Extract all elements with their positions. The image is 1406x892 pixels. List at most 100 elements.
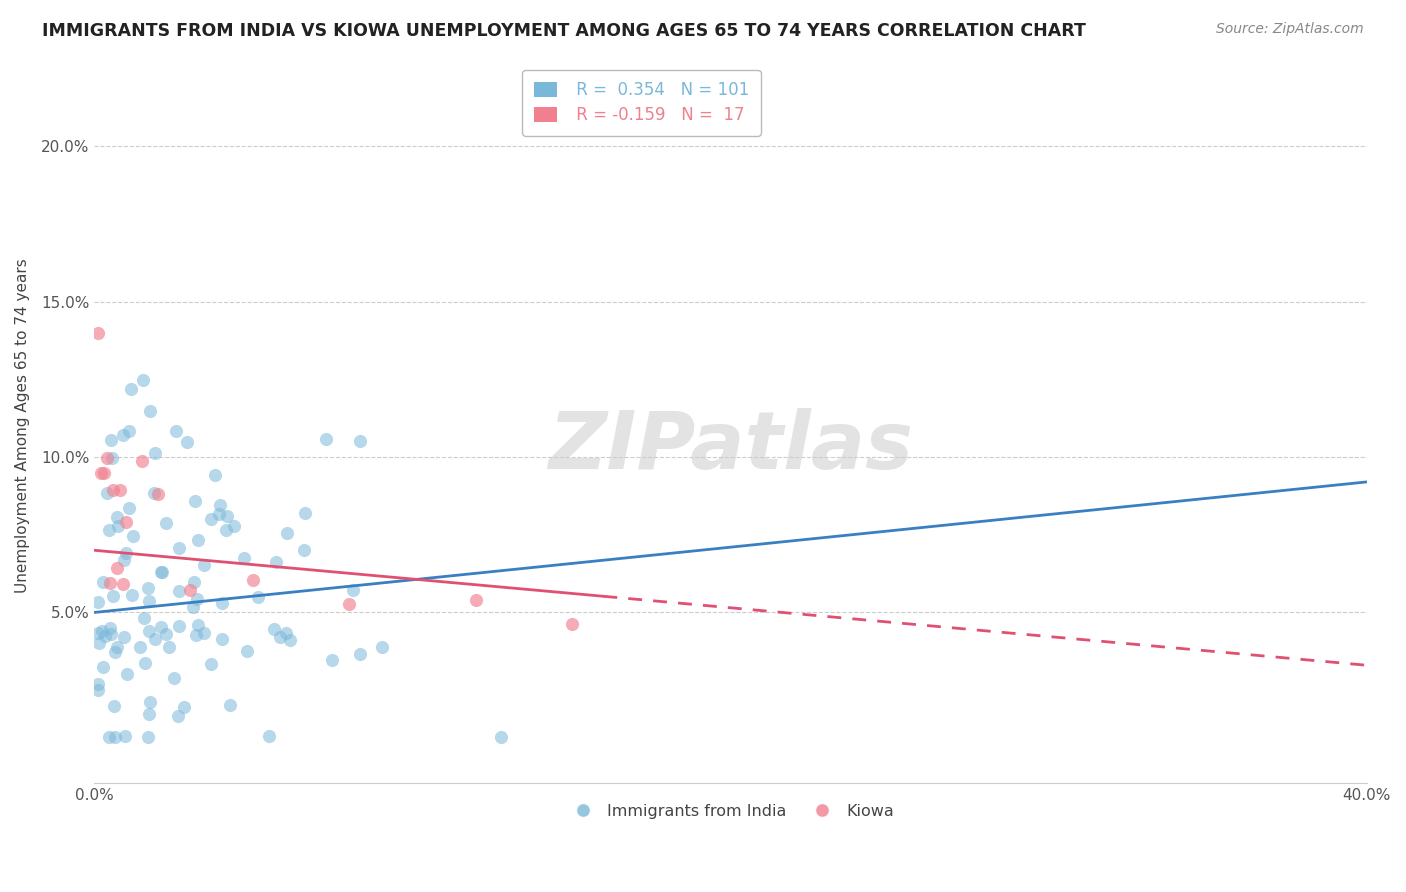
Point — [115, 667, 138, 681]
Point — [134, 656, 156, 670]
Point — [181, 599, 204, 614]
Point — [100, 433, 122, 447]
Point — [107, 519, 129, 533]
Point — [155, 516, 177, 531]
Point — [104, 730, 127, 744]
Point — [115, 515, 138, 529]
Point — [280, 633, 302, 648]
Point — [86, 326, 108, 340]
Point — [165, 425, 187, 439]
Point — [131, 454, 153, 468]
Point — [193, 558, 215, 572]
Point — [208, 498, 231, 512]
Point — [107, 509, 129, 524]
Point — [91, 624, 114, 638]
Point — [163, 672, 186, 686]
Point — [465, 593, 488, 607]
Text: ZIPatlas: ZIPatlas — [548, 409, 912, 486]
Point — [560, 617, 582, 632]
Point — [349, 647, 371, 661]
Point — [179, 582, 201, 597]
Point — [337, 598, 360, 612]
Point — [87, 635, 110, 649]
Point — [86, 595, 108, 609]
Point — [264, 555, 287, 569]
Point — [114, 547, 136, 561]
Point — [233, 550, 256, 565]
Point — [143, 445, 166, 459]
Point — [94, 628, 117, 642]
Point — [276, 625, 298, 640]
Point — [139, 695, 162, 709]
Point — [93, 660, 115, 674]
Point — [292, 542, 315, 557]
Point — [150, 565, 173, 579]
Point — [108, 483, 131, 498]
Point — [120, 382, 142, 396]
Point — [112, 552, 135, 566]
Point — [155, 627, 177, 641]
Point — [103, 483, 125, 497]
Point — [222, 518, 245, 533]
Point — [105, 561, 128, 575]
Point — [187, 533, 209, 548]
Point — [235, 644, 257, 658]
Point — [200, 512, 222, 526]
Point — [138, 594, 160, 608]
Point — [100, 626, 122, 640]
Point — [342, 582, 364, 597]
Point — [211, 632, 233, 646]
Point — [138, 624, 160, 639]
Point — [136, 582, 159, 596]
Point — [118, 424, 141, 438]
Point — [246, 591, 269, 605]
Point — [87, 677, 110, 691]
Point — [142, 486, 165, 500]
Point — [129, 640, 152, 655]
Point — [349, 434, 371, 448]
Point — [294, 506, 316, 520]
Point — [114, 729, 136, 743]
Point — [157, 640, 180, 654]
Point — [86, 683, 108, 698]
Legend: Immigrants from India, Kiowa: Immigrants from India, Kiowa — [561, 797, 900, 825]
Point — [184, 494, 207, 508]
Point — [167, 709, 190, 723]
Point — [114, 630, 136, 644]
Point — [193, 626, 215, 640]
Point — [98, 523, 121, 537]
Point — [105, 640, 128, 654]
Point — [98, 621, 121, 635]
Point — [186, 592, 208, 607]
Point — [97, 730, 120, 744]
Point — [118, 501, 141, 516]
Point — [208, 507, 231, 521]
Point — [276, 525, 298, 540]
Point — [263, 622, 285, 636]
Point — [138, 403, 160, 417]
Point — [91, 574, 114, 589]
Point — [132, 373, 155, 387]
Y-axis label: Unemployment Among Ages 65 to 74 years: Unemployment Among Ages 65 to 74 years — [15, 259, 30, 593]
Point — [184, 628, 207, 642]
Point — [93, 467, 115, 481]
Point — [100, 451, 122, 466]
Point — [371, 640, 394, 654]
Point — [86, 626, 108, 640]
Point — [169, 584, 191, 599]
Point — [98, 575, 121, 590]
Point — [242, 573, 264, 587]
Point — [219, 698, 242, 712]
Text: IMMIGRANTS FROM INDIA VS KIOWA UNEMPLOYMENT AMONG AGES 65 TO 74 YEARS CORRELATIO: IMMIGRANTS FROM INDIA VS KIOWA UNEMPLOYM… — [42, 22, 1085, 40]
Point — [167, 541, 190, 555]
Point — [150, 565, 173, 579]
Point — [138, 707, 160, 722]
Point — [111, 428, 134, 442]
Point — [104, 645, 127, 659]
Point — [146, 487, 169, 501]
Point — [96, 485, 118, 500]
Point — [315, 432, 337, 446]
Point — [491, 730, 513, 744]
Point — [215, 508, 238, 523]
Point — [321, 653, 343, 667]
